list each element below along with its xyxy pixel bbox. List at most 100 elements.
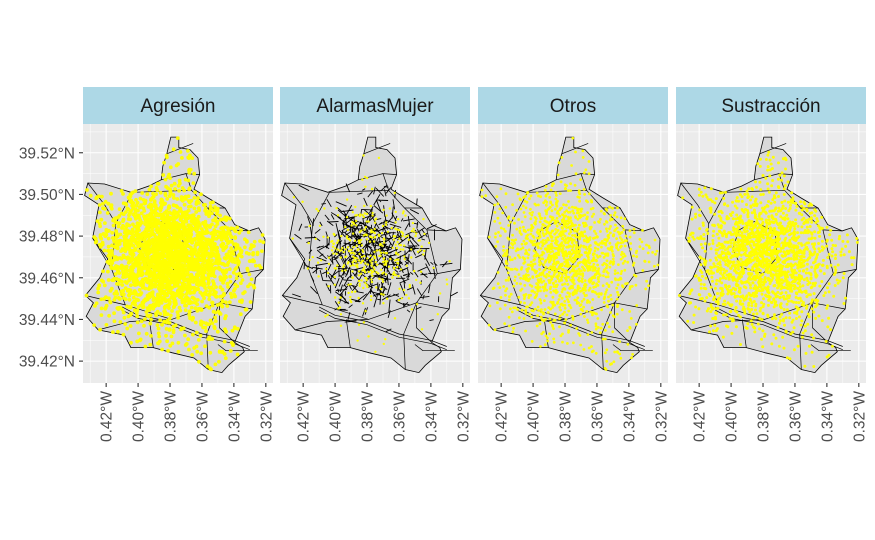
incident-point xyxy=(370,272,373,275)
x-tick-label: 0.34°W xyxy=(226,391,243,442)
incident-point xyxy=(137,236,141,241)
incident-point xyxy=(84,293,89,298)
incident-point xyxy=(150,228,155,233)
incident-point xyxy=(130,237,135,242)
incident-point xyxy=(607,295,610,299)
incident-point xyxy=(160,347,165,352)
incident-point xyxy=(369,254,372,257)
incident-point xyxy=(180,198,185,203)
incident-point xyxy=(413,230,416,233)
incident-point xyxy=(197,222,202,227)
incident-point xyxy=(180,254,185,259)
incident-point xyxy=(213,310,218,315)
incident-point xyxy=(207,297,212,302)
incident-point xyxy=(176,340,181,345)
incident-point xyxy=(555,211,559,215)
incident-point xyxy=(197,258,201,262)
x-tick-label: 0.42°W xyxy=(99,391,116,442)
incident-point xyxy=(114,241,119,246)
incident-point xyxy=(610,280,614,284)
incident-point xyxy=(399,268,403,271)
incident-point xyxy=(92,235,97,239)
incident-point xyxy=(641,228,644,232)
incident-point xyxy=(499,296,503,299)
incident-point xyxy=(219,237,224,242)
incident-point xyxy=(382,302,385,305)
incident-point xyxy=(301,200,304,203)
incident-point xyxy=(496,271,500,274)
incident-point xyxy=(530,289,534,293)
incident-point xyxy=(566,265,570,268)
incident-point xyxy=(103,221,107,226)
incident-point xyxy=(143,344,148,349)
incident-point xyxy=(130,268,135,273)
incident-point xyxy=(575,211,579,215)
incident-point xyxy=(318,224,322,227)
incident-point xyxy=(163,309,168,314)
incident-point xyxy=(535,191,539,195)
incident-point xyxy=(248,246,253,251)
incident-point xyxy=(225,281,230,286)
incident-point xyxy=(615,297,619,301)
incident-point xyxy=(114,289,119,294)
incident-point xyxy=(566,291,570,295)
incident-point xyxy=(641,247,645,251)
incident-point xyxy=(506,271,510,275)
incident-point xyxy=(494,235,497,239)
incident-point xyxy=(156,326,161,331)
incident-point xyxy=(360,229,363,232)
incident-point xyxy=(362,286,365,290)
incident-point xyxy=(608,241,612,245)
incident-point xyxy=(347,261,350,264)
incident-point xyxy=(574,215,577,219)
incident-point xyxy=(385,251,388,255)
incident-point xyxy=(549,188,553,192)
incident-point xyxy=(611,330,615,334)
incident-point xyxy=(390,226,393,230)
incident-point xyxy=(159,197,164,202)
incident-point xyxy=(150,290,155,294)
incident-point xyxy=(177,230,181,235)
incident-point xyxy=(125,304,129,309)
incident-point xyxy=(557,298,561,301)
incident-point xyxy=(398,287,401,290)
incident-point xyxy=(586,211,589,215)
incident-point xyxy=(607,299,610,303)
incident-point xyxy=(591,290,595,294)
incident-point xyxy=(191,266,196,271)
incident-point xyxy=(544,334,548,338)
incident-point xyxy=(200,240,205,245)
incident-point xyxy=(370,280,374,284)
incident-point xyxy=(522,229,526,233)
incident-point xyxy=(149,184,154,189)
incident-point xyxy=(191,296,196,300)
incident-point xyxy=(370,295,373,298)
incident-point xyxy=(139,319,144,324)
incident-point xyxy=(515,282,519,285)
incident-point xyxy=(436,313,439,316)
incident-point xyxy=(614,278,618,282)
incident-point xyxy=(105,211,110,215)
incident-point xyxy=(583,279,587,282)
incident-point xyxy=(589,310,592,314)
incident-point xyxy=(237,230,242,235)
incident-point xyxy=(552,289,556,293)
incident-point xyxy=(155,225,160,230)
incident-point xyxy=(230,259,235,264)
incident-point xyxy=(560,290,564,294)
incident-point xyxy=(523,257,526,260)
incident-point xyxy=(123,297,128,301)
incident-point xyxy=(117,242,122,246)
incident-point xyxy=(620,238,624,242)
incident-point xyxy=(118,232,123,237)
incident-point xyxy=(579,343,583,347)
incident-point xyxy=(535,230,539,234)
incident-point xyxy=(519,247,523,251)
incident-point xyxy=(339,313,343,316)
incident-point xyxy=(307,241,310,245)
incident-point xyxy=(173,237,178,242)
incident-point xyxy=(126,195,131,200)
incident-point xyxy=(568,270,572,274)
incident-point xyxy=(172,300,177,304)
